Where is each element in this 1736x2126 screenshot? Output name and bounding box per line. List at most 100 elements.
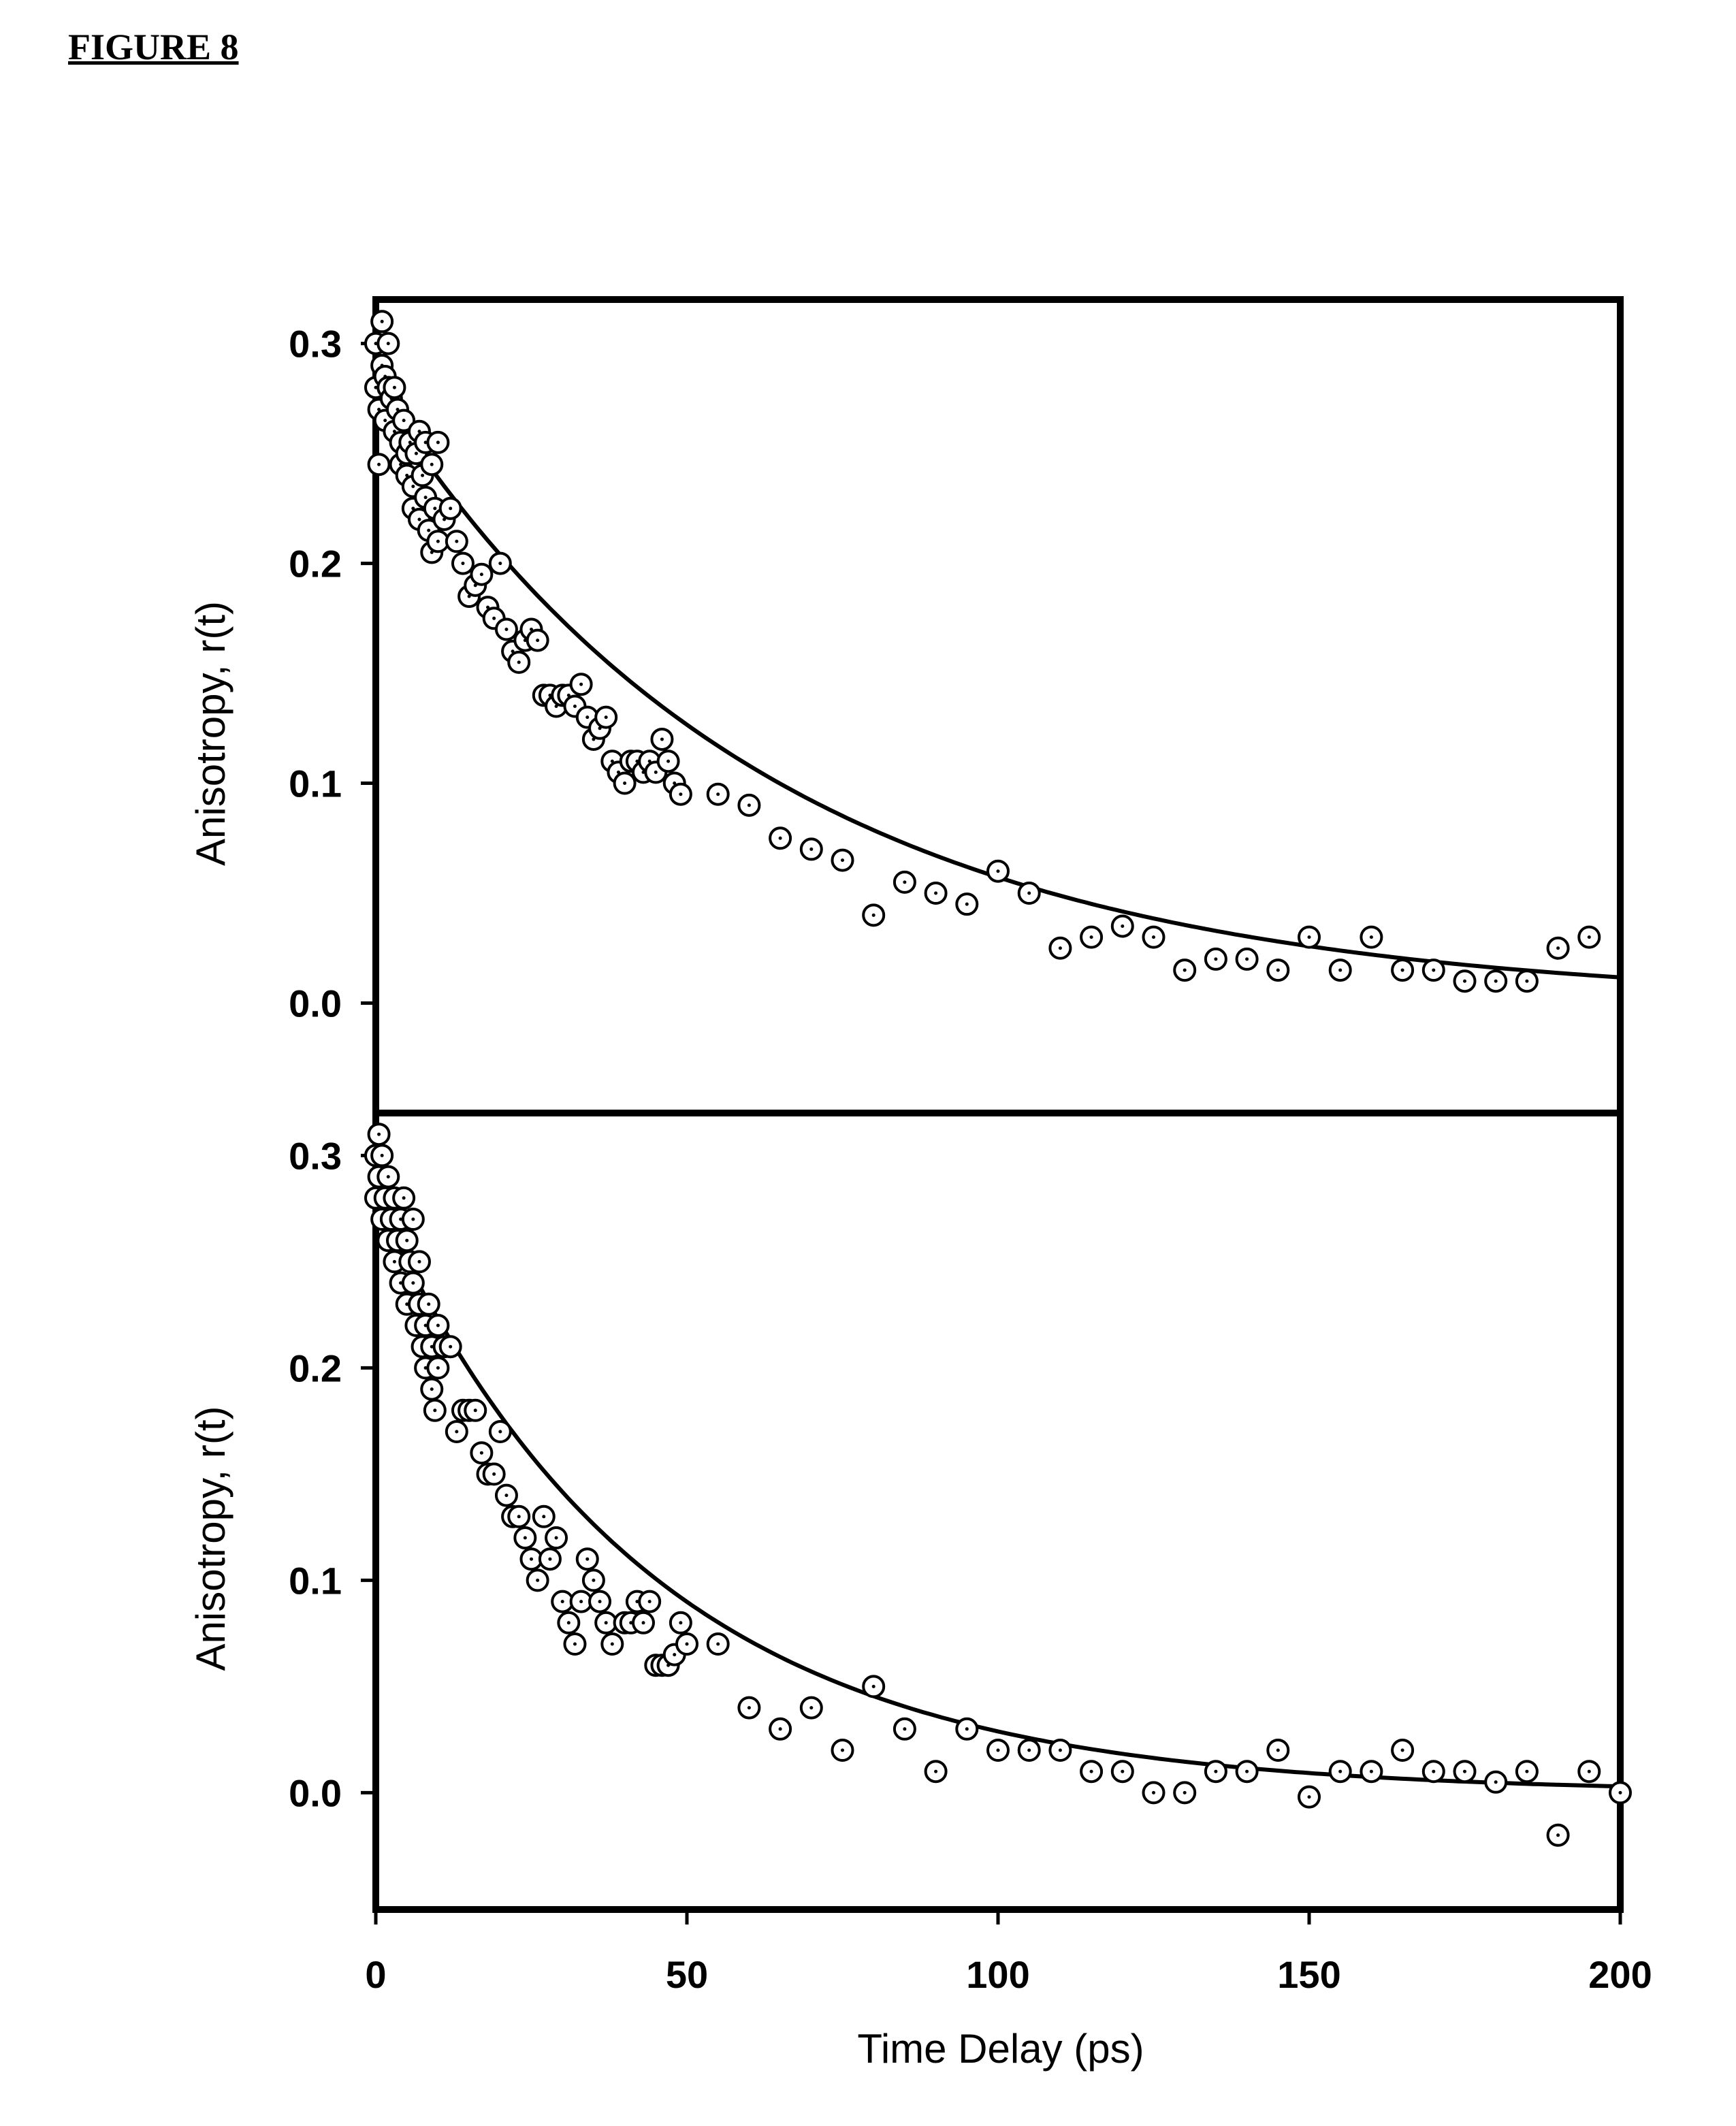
data-point — [988, 1740, 1008, 1760]
data-point — [428, 432, 448, 453]
data-point — [1174, 1782, 1195, 1803]
data-point — [1424, 1761, 1444, 1782]
data-point — [801, 1698, 822, 1718]
data-point — [671, 784, 691, 805]
data-point — [1579, 1761, 1599, 1782]
data-point — [509, 652, 529, 673]
data-point — [833, 850, 853, 871]
data-point — [1174, 960, 1195, 980]
data-point — [403, 1209, 423, 1229]
data-point — [602, 1634, 622, 1654]
data-point — [528, 630, 548, 651]
x-tick-label: 150 — [1277, 1953, 1340, 1996]
data-point — [403, 1273, 423, 1293]
data-point — [369, 1124, 389, 1144]
data-point — [440, 498, 461, 519]
y-tick-label: 0.1 — [289, 762, 342, 805]
y-tick-label: 0.3 — [289, 323, 342, 366]
data-point — [409, 1251, 430, 1272]
data-point — [378, 334, 398, 354]
data-point — [770, 828, 790, 848]
data-point — [1330, 1761, 1351, 1782]
data-point — [369, 454, 389, 474]
data-point — [1268, 960, 1288, 980]
data-point — [490, 1421, 511, 1442]
data-point — [863, 905, 884, 925]
data-point — [440, 1336, 461, 1357]
data-point — [1392, 1740, 1413, 1760]
data-point — [1206, 949, 1226, 969]
data-point — [1330, 960, 1351, 980]
data-point — [1237, 1761, 1257, 1782]
x-tick-label: 200 — [1588, 1953, 1652, 1996]
data-point — [534, 1507, 554, 1527]
data-point — [1237, 949, 1257, 969]
top-panel: 0.0 0.1 0.2 0.3 Anisotropy, r(t) — [188, 300, 1620, 1113]
y-tick-label: 0.0 — [289, 982, 342, 1025]
data-point — [988, 861, 1008, 882]
data-point — [484, 1464, 504, 1484]
data-point — [465, 1400, 485, 1421]
data-point — [801, 839, 822, 859]
data-point — [1485, 971, 1506, 991]
data-point — [583, 1570, 604, 1590]
data-point — [1019, 1740, 1040, 1760]
y-tick-label: 0.0 — [289, 1771, 342, 1814]
data-point — [1455, 1761, 1475, 1782]
data-point — [421, 454, 442, 474]
data-point — [378, 1167, 398, 1187]
data-point — [1081, 927, 1102, 948]
fit-curve — [376, 387, 1620, 977]
data-point — [1144, 927, 1164, 948]
data-point — [957, 894, 977, 914]
data-point — [739, 795, 759, 816]
data-point — [1517, 971, 1537, 991]
data-point — [447, 531, 467, 551]
fit-curve — [376, 1198, 1620, 1786]
data-point — [1299, 1787, 1319, 1807]
data-point — [770, 1719, 790, 1739]
data-point — [1144, 1782, 1164, 1803]
data-point — [453, 553, 473, 574]
data-point — [419, 1294, 439, 1315]
x-tick-label: 100 — [966, 1953, 1029, 1996]
data-point — [671, 1613, 691, 1633]
data-point — [739, 1698, 759, 1718]
data-point — [1548, 1825, 1569, 1846]
data-point — [471, 1443, 492, 1463]
data-point — [428, 1357, 448, 1378]
data-point — [490, 553, 511, 574]
data-point — [558, 1613, 579, 1633]
data-point — [425, 1400, 445, 1421]
y-tick-label: 0.2 — [289, 543, 342, 585]
data-point — [633, 1613, 654, 1633]
data-point — [652, 729, 672, 750]
data-point — [428, 1315, 448, 1336]
y-axis-title: Anisotropy, r(t) — [188, 601, 234, 866]
data-point — [546, 1528, 566, 1548]
data-point — [471, 564, 492, 585]
data-point — [1299, 927, 1319, 948]
data-point — [528, 1570, 548, 1590]
data-point — [1548, 938, 1569, 959]
data-point — [1517, 1761, 1537, 1782]
data-point — [421, 1379, 442, 1400]
data-point — [447, 1421, 467, 1442]
data-point — [496, 1485, 517, 1506]
data-point — [1361, 927, 1381, 948]
y-tick-label: 0.3 — [289, 1134, 342, 1177]
data-point — [895, 872, 915, 892]
data-point — [926, 1761, 946, 1782]
data-point — [708, 784, 728, 805]
data-point — [1268, 1740, 1288, 1760]
bottom-panel: 0.00.10.20.3050100150200Anisotropy, r(t) — [188, 1113, 1652, 1996]
data-point — [1112, 1761, 1133, 1782]
data-point — [926, 883, 946, 903]
data-point — [509, 1507, 529, 1527]
data-point — [1050, 938, 1070, 959]
data-point — [397, 1230, 417, 1251]
data-point — [833, 1740, 853, 1760]
data-point — [1579, 927, 1599, 948]
data-point — [1019, 883, 1040, 903]
data-point — [1081, 1761, 1102, 1782]
